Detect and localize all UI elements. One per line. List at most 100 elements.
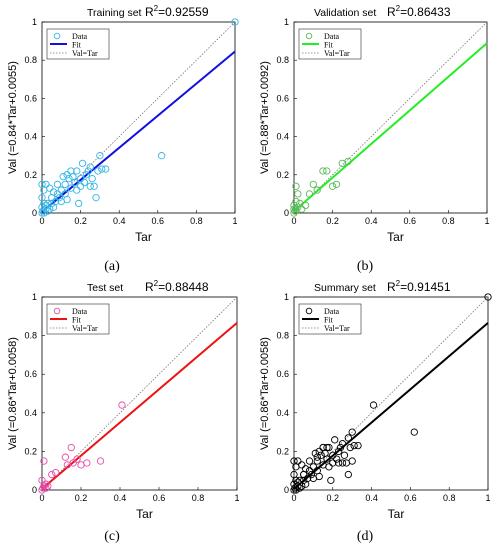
data-point: [327, 476, 335, 484]
data-point: [96, 457, 105, 465]
data-point: [84, 167, 92, 175]
data-point: [90, 182, 98, 190]
x-tick-label: 1: [234, 493, 239, 503]
data-point: [328, 182, 337, 190]
chart-panel-4: 0 0.2 0.4 0.6 0.8 1 0 0.2 0.4 0.6 0.8 1 DataFitVal=T…: [259, 279, 492, 544]
data-point: [305, 190, 314, 198]
y-tick-label: 0.4: [24, 132, 37, 142]
data-point: [313, 453, 321, 461]
panel-title: Validation set: [314, 7, 376, 19]
panel-title: Summary set: [314, 282, 376, 294]
y-tick-label: 0.6: [276, 369, 289, 379]
y-tick-label: 0.2: [276, 170, 289, 180]
data-point: [48, 470, 56, 479]
x-tick-label: 0: [39, 493, 44, 503]
x-tick-label: 0.2: [75, 493, 88, 503]
data-point: [55, 194, 64, 202]
x-axis-label: Tar: [387, 230, 404, 244]
data-point: [75, 199, 83, 208]
data-point: [329, 459, 337, 467]
y-tick-label: 0.6: [24, 369, 37, 379]
x-tick-label: 1: [484, 216, 489, 226]
panel-title: Test set: [87, 282, 123, 294]
data-point: [42, 180, 50, 189]
y-tick-label: 0.8: [24, 331, 37, 341]
identity-line: [41, 21, 236, 214]
data-point: [69, 459, 77, 467]
x-axis-label: Tar: [136, 507, 153, 521]
data-point: [325, 463, 333, 471]
legend-marker-data: [53, 307, 61, 315]
legend-label: Fit: [324, 316, 334, 325]
data-point: [313, 186, 321, 194]
data-point: [48, 199, 56, 208]
data-point: [73, 186, 81, 194]
data-point: [231, 18, 239, 26]
legend-label: Data: [324, 32, 340, 41]
data-point: [319, 167, 327, 175]
x-axis-label: Tar: [388, 507, 405, 521]
data-point: [83, 459, 91, 467]
r-squared-label: R2=0.88448: [145, 279, 209, 294]
data-point: [42, 484, 50, 492]
x-tick-label: 0: [291, 216, 296, 226]
data-point: [63, 195, 71, 204]
data-point: [301, 201, 310, 210]
y-tick-label: 0: [32, 485, 37, 495]
data-point: [334, 447, 343, 456]
legend-label: Fit: [72, 316, 82, 325]
data-point: [323, 167, 331, 175]
data-point: [346, 443, 354, 452]
data-point: [311, 449, 319, 457]
data-point: [69, 173, 77, 181]
data-point: [332, 180, 341, 189]
data-point: [329, 451, 337, 459]
data-point: [57, 186, 65, 194]
data-point: [118, 401, 126, 409]
data-point: [410, 428, 418, 436]
legend-marker-data: [305, 307, 313, 315]
x-tick-label: 0.2: [327, 493, 340, 503]
data-point: [290, 480, 298, 488]
data-point: [325, 443, 333, 452]
data-point: [290, 205, 298, 213]
chart-panel-2: 0 0.2 0.4 0.6 0.8 1 0 0.2 0.4 0.6 0.8 1 DataFitVal=T…: [259, 4, 490, 274]
data-point: [94, 167, 102, 175]
legend-label: Val=Tar: [324, 324, 350, 333]
y-tick-label: 0.2: [24, 170, 37, 180]
y-axis-label: Val (=0.84*Tar+0.0055): [7, 61, 19, 174]
data-point: [292, 182, 300, 190]
legend-label: Fit: [324, 41, 334, 50]
data-point: [38, 476, 46, 484]
panel-caption: (d): [357, 529, 374, 544]
data-point: [350, 441, 358, 450]
data-point: [92, 194, 100, 202]
fit-line: [293, 42, 488, 212]
x-tick-label: 0: [39, 216, 44, 226]
data-point: [336, 443, 345, 452]
data-point: [290, 470, 298, 479]
data-point: [338, 440, 347, 448]
y-tick-label: 0.8: [24, 55, 37, 65]
x-tick-label: 0.6: [153, 493, 166, 503]
y-tick-label: 0.6: [276, 93, 289, 103]
data-point: [334, 459, 343, 467]
legend-marker-data: [53, 32, 61, 40]
data-point: [73, 167, 81, 175]
data-point: [80, 178, 89, 187]
panel-caption: (b): [357, 259, 374, 274]
data-point: [158, 152, 166, 160]
data-point: [290, 457, 298, 465]
data-point: [344, 157, 352, 166]
data-point: [315, 472, 323, 481]
legend-label: Data: [72, 307, 88, 316]
panel-caption: (c): [104, 529, 120, 544]
data-point: [292, 205, 300, 213]
y-tick-label: 0.4: [24, 408, 37, 418]
data-point: [344, 434, 352, 442]
data-point: [76, 182, 85, 190]
x-tick-label: 1: [485, 493, 490, 503]
data-point: [53, 190, 62, 198]
data-point: [296, 476, 304, 484]
y-tick-label: 0: [284, 485, 289, 495]
